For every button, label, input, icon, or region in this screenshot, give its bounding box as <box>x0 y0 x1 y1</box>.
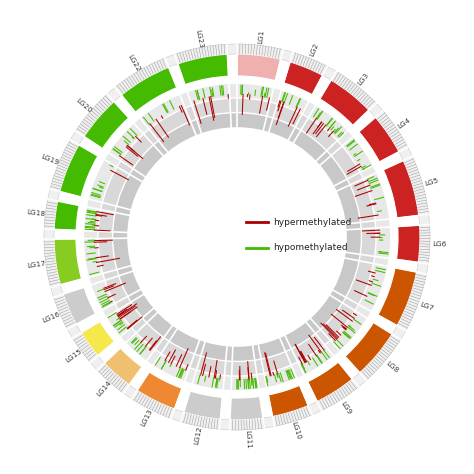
Wedge shape <box>178 54 228 85</box>
Text: LG12: LG12 <box>193 426 203 445</box>
Text: LG19: LG19 <box>40 154 60 166</box>
Wedge shape <box>44 44 430 430</box>
Text: LG13: LG13 <box>140 408 154 428</box>
Wedge shape <box>112 112 362 362</box>
Text: LG2: LG2 <box>309 42 319 58</box>
Text: LG18: LG18 <box>27 209 46 217</box>
Wedge shape <box>383 160 419 218</box>
Text: LG22: LG22 <box>127 53 142 73</box>
Wedge shape <box>137 372 182 409</box>
Text: LG15: LG15 <box>64 348 83 364</box>
Wedge shape <box>396 225 420 263</box>
Text: LG23: LG23 <box>194 28 203 48</box>
Wedge shape <box>230 396 263 420</box>
Wedge shape <box>183 391 222 419</box>
Wedge shape <box>319 80 369 126</box>
Circle shape <box>129 129 345 345</box>
Text: LG20: LG20 <box>74 97 92 114</box>
Text: LG16: LG16 <box>42 310 61 324</box>
Wedge shape <box>98 98 376 376</box>
Text: LG11: LG11 <box>244 429 251 448</box>
Text: LG9: LG9 <box>339 400 352 415</box>
Wedge shape <box>54 201 79 230</box>
Wedge shape <box>237 54 281 81</box>
Text: LG7: LG7 <box>419 301 435 311</box>
Text: LG8: LG8 <box>384 360 400 374</box>
Text: LG17: LG17 <box>27 261 46 269</box>
Text: LG4: LG4 <box>396 117 411 129</box>
Text: LG6: LG6 <box>432 241 447 248</box>
Wedge shape <box>104 348 142 385</box>
Wedge shape <box>345 322 392 373</box>
Text: LG1: LG1 <box>257 29 265 44</box>
Wedge shape <box>83 83 391 391</box>
Text: LG3: LG3 <box>356 72 370 86</box>
Wedge shape <box>268 385 309 417</box>
Text: hypomethylated: hypomethylated <box>273 244 348 253</box>
Wedge shape <box>283 62 323 95</box>
Wedge shape <box>60 145 98 197</box>
Text: hypermethylated: hypermethylated <box>273 218 352 227</box>
Wedge shape <box>121 67 177 112</box>
Wedge shape <box>54 239 82 285</box>
Text: LG5: LG5 <box>424 177 439 187</box>
Wedge shape <box>308 362 352 401</box>
Wedge shape <box>63 287 96 324</box>
Text: LG14: LG14 <box>95 380 112 398</box>
Wedge shape <box>84 101 129 149</box>
Text: LG10: LG10 <box>291 420 302 440</box>
Wedge shape <box>359 117 399 162</box>
Wedge shape <box>378 268 417 326</box>
Wedge shape <box>81 321 115 356</box>
